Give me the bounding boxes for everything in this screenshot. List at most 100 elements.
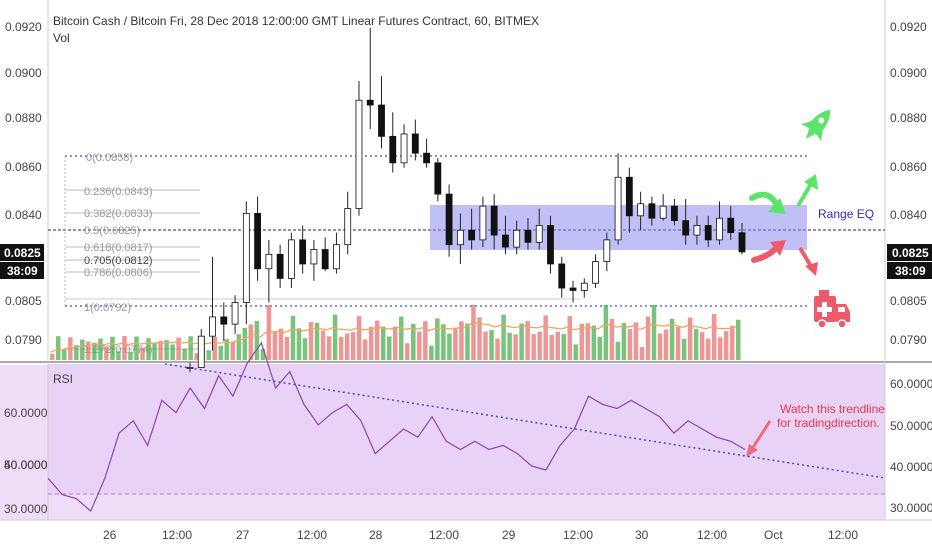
candle[interactable] (411, 133, 419, 154)
time-axis[interactable]: 26 12:00 27 12:00 28 12:00 29 12:00 30 1… (103, 528, 858, 542)
candle[interactable] (569, 287, 577, 291)
candles[interactable] (186, 28, 746, 373)
volume-bar (278, 328, 284, 360)
candle[interactable] (490, 205, 498, 236)
volume-bar (356, 316, 362, 360)
ambulance-icon (814, 290, 850, 329)
volume-bar (260, 348, 266, 360)
volume-bar (699, 332, 705, 360)
volume-bar (248, 324, 254, 360)
candle[interactable] (321, 249, 329, 270)
candle[interactable] (671, 205, 678, 222)
candle[interactable] (738, 232, 746, 253)
volume-bar (242, 327, 248, 360)
rsi-tick: 50.0000 (4, 458, 48, 472)
time-tick: 30 (635, 528, 649, 542)
candle[interactable] (614, 176, 622, 241)
candle[interactable] (366, 99, 374, 106)
price-tick: 0.0860 (5, 160, 42, 174)
candle[interactable] (400, 133, 408, 164)
candle[interactable] (287, 239, 295, 279)
candle[interactable] (592, 261, 599, 284)
volume-bar (320, 330, 326, 360)
volume-bar (489, 330, 494, 360)
candle[interactable] (558, 263, 566, 289)
candle[interactable] (378, 104, 385, 137)
candle[interactable] (659, 205, 667, 219)
candle[interactable] (625, 176, 633, 217)
price-tick: 0.0900 (5, 66, 42, 80)
volume-bar (411, 323, 416, 360)
volume-bar (495, 338, 500, 360)
volume-bar (164, 340, 169, 360)
candle[interactable] (276, 253, 284, 279)
right-price-axis[interactable]: 0.0920 0.0900 0.0880 0.0860 0.0840 0.080… (890, 20, 927, 347)
chart-title: Bitcoin Cash / Bitcoin Fri, 28 Dec 2018 … (53, 14, 539, 28)
candle[interactable] (704, 225, 712, 241)
volume-bar (392, 326, 398, 360)
candle[interactable] (434, 162, 442, 195)
candle[interactable] (524, 229, 532, 243)
candle[interactable] (344, 208, 352, 246)
candle[interactable] (333, 244, 340, 270)
candle[interactable] (299, 239, 307, 265)
rsi-trendline[interactable] (164, 363, 886, 479)
candle[interactable] (445, 193, 453, 246)
candle[interactable] (355, 99, 363, 209)
candle[interactable] (637, 203, 645, 217)
volume-bar (80, 339, 85, 360)
candle[interactable] (727, 217, 735, 234)
candle[interactable] (682, 220, 690, 236)
time-tick: 26 (103, 528, 117, 542)
rsi-axis-right: 60.0000 50.0000 40.0000 30.0000 (890, 377, 932, 515)
volume-bar (627, 329, 633, 360)
candle[interactable] (648, 203, 656, 219)
candle[interactable] (242, 212, 250, 303)
volume-bar (705, 338, 711, 360)
volume-bar (399, 316, 404, 360)
candle[interactable] (535, 225, 543, 243)
volume-bar (561, 334, 566, 360)
candle[interactable] (468, 229, 476, 241)
candle[interactable] (389, 135, 397, 164)
time-tick: 12:00 (429, 528, 459, 542)
volume-bar (86, 341, 91, 360)
volume-bar (447, 333, 452, 360)
candle[interactable] (716, 217, 723, 241)
candle[interactable] (479, 205, 487, 241)
time-tick: 28 (369, 528, 383, 542)
volume-bar (459, 321, 464, 360)
fib-retracement[interactable]: 0(0.0858) 0.236(0.0843) 0.382(0.0833) 0.… (64, 152, 808, 356)
volume-bar (134, 336, 139, 360)
candle[interactable] (513, 229, 521, 248)
candle[interactable] (547, 225, 554, 265)
volume-bar (609, 318, 615, 360)
volume-bar (525, 321, 530, 360)
fib-label: 0.618(0.0817) (84, 242, 153, 254)
candle[interactable] (310, 249, 318, 265)
time-tick: 12:00 (828, 528, 858, 542)
volume-bar (453, 328, 458, 360)
rsi-tick: 40.0000 (4, 458, 48, 472)
arrow-down-icon (798, 246, 818, 276)
left-price-axis[interactable]: 0.0920 0.0900 0.0880 0.0860 0.0840 0.080… (5, 20, 42, 347)
candle[interactable] (197, 335, 205, 368)
candle[interactable] (231, 302, 239, 325)
candle[interactable] (209, 316, 216, 337)
candle[interactable] (456, 229, 464, 246)
range-eq-label: Range EQ (818, 207, 874, 221)
candle[interactable] (502, 234, 509, 248)
volume-bar (170, 344, 175, 360)
candle[interactable] (580, 282, 588, 291)
volume-bar (338, 337, 344, 360)
candle[interactable] (254, 212, 261, 270)
candle[interactable] (603, 239, 611, 262)
candle[interactable] (693, 225, 701, 236)
candle[interactable] (265, 253, 273, 270)
volume-bar (531, 334, 536, 360)
volume-bar (663, 329, 669, 360)
volume-bar (158, 340, 163, 360)
candle[interactable] (220, 316, 228, 325)
candle[interactable] (423, 152, 430, 164)
